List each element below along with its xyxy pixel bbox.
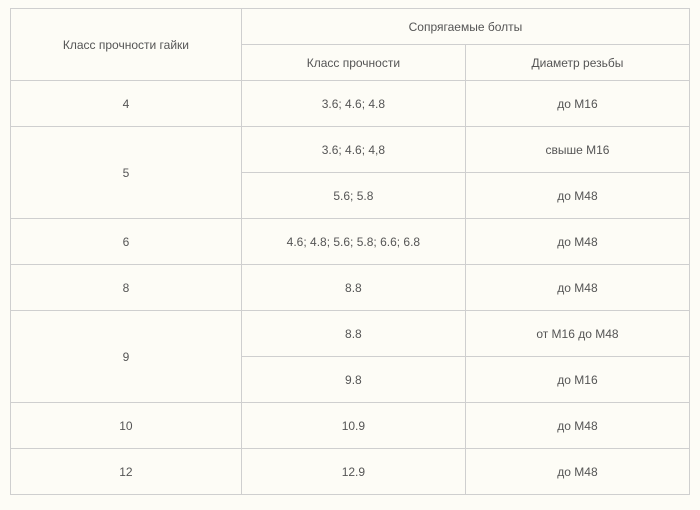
table-container: Класс прочности гайки Сопрягаемые болты … (0, 0, 700, 503)
cell-strength-class: 3.6; 4.6; 4,8 (241, 127, 465, 173)
cell-thread-diameter: до М48 (465, 219, 689, 265)
cell-strength-class: 10.9 (241, 403, 465, 449)
table-row: 43.6; 4.6; 4.8до М16 (11, 81, 690, 127)
table-row: 53.6; 4.6; 4,8свыше М16 (11, 127, 690, 173)
cell-nut-class: 9 (11, 311, 242, 403)
cell-strength-class: 8.8 (241, 265, 465, 311)
table-row: 98.8от М16 до М48 (11, 311, 690, 357)
cell-thread-diameter: до М48 (465, 173, 689, 219)
header-strength-class: Класс прочности (241, 45, 465, 81)
cell-nut-class: 10 (11, 403, 242, 449)
nut-bolt-table: Класс прочности гайки Сопрягаемые болты … (10, 8, 690, 495)
cell-thread-diameter: от М16 до М48 (465, 311, 689, 357)
cell-nut-class: 4 (11, 81, 242, 127)
header-mating-bolts: Сопрягаемые болты (241, 9, 689, 45)
cell-nut-class: 8 (11, 265, 242, 311)
table-row: 64.6; 4.8; 5.6; 5.8; 6.6; 6.8до М48 (11, 219, 690, 265)
header-nut-class: Класс прочности гайки (11, 9, 242, 81)
cell-thread-diameter: до М16 (465, 81, 689, 127)
cell-thread-diameter: до М48 (465, 265, 689, 311)
table-row: 88.8до М48 (11, 265, 690, 311)
cell-nut-class: 12 (11, 449, 242, 495)
cell-strength-class: 5.6; 5.8 (241, 173, 465, 219)
header-thread-diameter: Диаметр резьбы (465, 45, 689, 81)
cell-strength-class: 8.8 (241, 311, 465, 357)
cell-strength-class: 9.8 (241, 357, 465, 403)
table-header: Класс прочности гайки Сопрягаемые болты … (11, 9, 690, 81)
cell-thread-diameter: до М48 (465, 449, 689, 495)
cell-thread-diameter: свыше М16 (465, 127, 689, 173)
cell-strength-class: 4.6; 4.8; 5.6; 5.8; 6.6; 6.8 (241, 219, 465, 265)
table-row: 1212.9до М48 (11, 449, 690, 495)
cell-thread-diameter: до М48 (465, 403, 689, 449)
cell-strength-class: 3.6; 4.6; 4.8 (241, 81, 465, 127)
table-body: 43.6; 4.6; 4.8до М1653.6; 4.6; 4,8свыше … (11, 81, 690, 495)
table-row: 1010.9до М48 (11, 403, 690, 449)
cell-nut-class: 5 (11, 127, 242, 219)
cell-strength-class: 12.9 (241, 449, 465, 495)
cell-nut-class: 6 (11, 219, 242, 265)
cell-thread-diameter: до М16 (465, 357, 689, 403)
